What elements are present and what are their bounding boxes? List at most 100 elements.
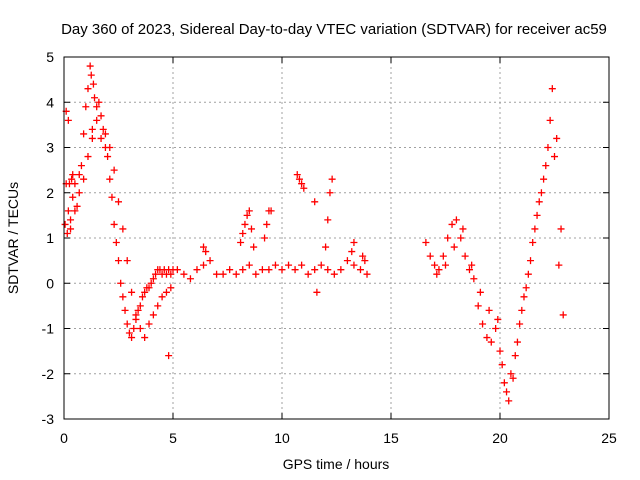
data-point [123,257,131,265]
data-point [68,175,76,183]
data-point [162,288,170,296]
data-point [433,270,441,278]
y-tick-label: 5 [46,49,54,65]
data-point [219,270,227,278]
data-point [278,266,286,274]
data-point [483,334,491,342]
data-point [110,166,118,174]
data-point [108,193,116,201]
data-point [551,153,558,161]
data-point [356,266,364,274]
data-point [326,189,334,197]
data-point [524,270,532,278]
x-tick-label: 20 [492,430,508,446]
data-point [158,293,166,301]
data-point [128,334,136,342]
data-point [130,325,138,332]
data-point [88,134,96,142]
data-point [97,134,105,142]
data-point [498,361,506,369]
axis-ticks [63,56,610,420]
data-point [531,225,539,233]
data-point [69,171,77,179]
data-point [285,261,293,269]
data-point [324,216,332,224]
data-point [553,134,561,142]
data-point [343,257,351,265]
data-point [84,85,92,93]
data-point [533,211,541,219]
data-point [63,229,71,237]
data-point [522,284,530,292]
data-point [348,248,356,256]
y-tick-labels: -3 -2 -1 0 1 2 3 4 5 [42,49,55,427]
data-point [298,261,306,269]
data-point [540,175,548,183]
x-tick-label: 15 [383,430,399,446]
data-point [359,252,367,260]
series-seg-evening-alt [433,116,563,396]
grid-lines [64,57,609,419]
x-tick-label: 0 [60,430,68,446]
data-point [258,266,266,274]
data-point [496,347,504,355]
series-seg-early-alt [62,116,175,342]
data-point [527,257,535,265]
data-point [226,266,234,274]
data-point [119,293,127,301]
data-point [317,261,325,269]
data-point [559,311,567,319]
data-point [311,198,319,206]
data-point [141,288,149,296]
data-point [138,293,146,301]
data-point [426,252,434,260]
data-point [328,175,336,183]
y-tick-label: 2 [46,185,54,201]
data-point [265,266,273,274]
data-point [200,261,208,269]
data-point [173,266,181,274]
data-point [145,320,153,328]
data-point [503,388,511,396]
data-point [67,216,75,224]
data-point [544,144,552,151]
data-point [104,153,112,161]
data-point [465,266,473,274]
data-point [87,71,95,79]
data-point [241,220,249,228]
data-point [442,261,449,269]
data-point [298,180,306,188]
data-point [67,225,75,233]
data-point [450,243,458,251]
data-point [546,116,554,124]
data-point [136,325,144,332]
data-point [88,125,96,133]
x-axis-label: GPS time / hours [283,456,390,472]
data-point [97,112,105,120]
data-point [167,270,175,278]
data-point [213,270,221,278]
data-point [123,320,131,328]
data-point [141,334,149,342]
y-tick-label: -1 [42,321,55,337]
data-point [252,270,260,278]
y-axis-label: SDTVAR / TECUs [5,182,21,294]
data-point [93,103,101,111]
data-point [304,270,312,278]
x-tick-label: 25 [601,430,617,446]
data-point [444,234,452,242]
data-point [431,261,439,269]
data-point [293,171,301,179]
data-point [537,189,545,197]
data-point [115,198,122,206]
series-seg-spikes [165,171,369,360]
data-point [121,306,129,314]
data-point [452,216,460,224]
data-point [267,207,275,215]
data-point [99,125,107,133]
x-tick-label: 10 [274,430,290,446]
data-point [548,85,556,93]
data-point [476,288,484,296]
data-point [106,175,114,183]
data-point [69,193,77,201]
